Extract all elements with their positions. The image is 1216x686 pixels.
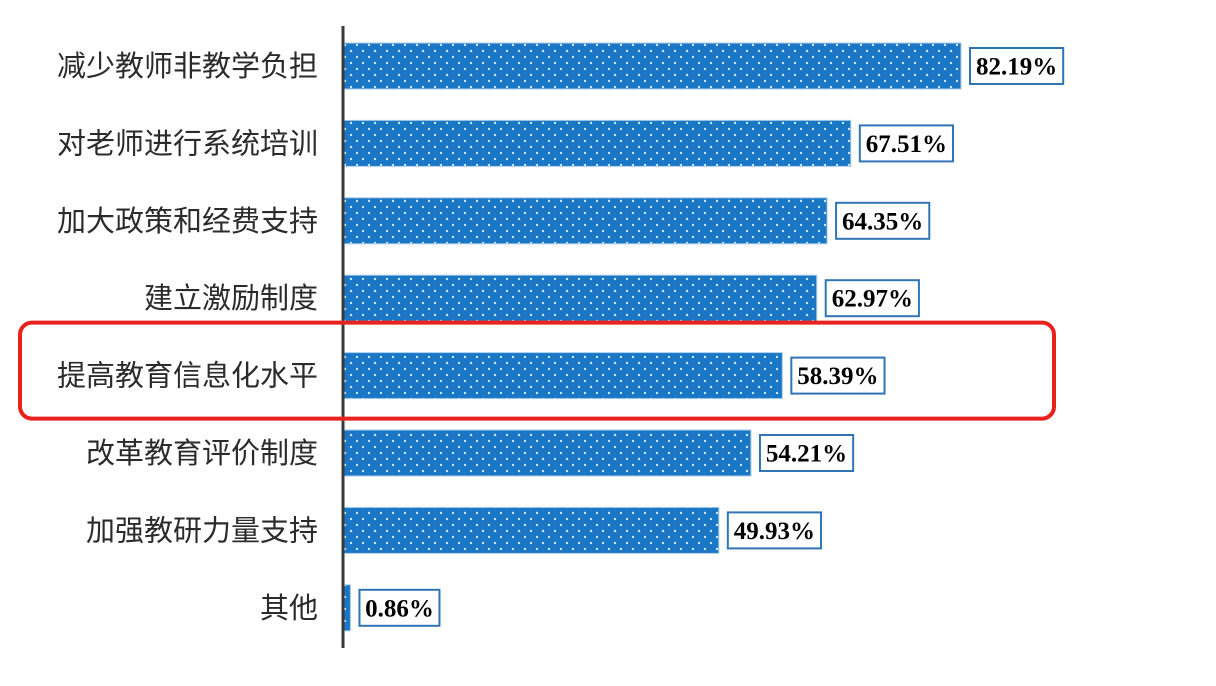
highlight-box — [18, 320, 1056, 421]
value-label: 82.19% — [976, 54, 1057, 81]
bars-layer: 减少教师非教学负担 82.19% 对老师进行系统培训 67.51% 加大政策和经费支持 6… — [57, 42, 1065, 632]
bar-row: 建立激励制度 62.97% — [144, 274, 920, 322]
bar-row: 提高教育信息化水平 58.39% — [57, 352, 886, 400]
value-label-box — [824, 279, 920, 318]
bar — [343, 429, 752, 477]
value-label-box — [858, 124, 954, 163]
bar-row: 减少教师非教学负担 82.19% — [57, 42, 1065, 90]
value-label: 58.39% — [797, 363, 878, 390]
bar — [343, 584, 351, 632]
bar — [343, 42, 962, 90]
bar — [343, 352, 783, 400]
value-label-box — [358, 588, 441, 627]
category-label: 加强教研力量支持 — [86, 513, 318, 547]
value-label-box — [726, 511, 823, 550]
category-label: 建立激励制度 — [144, 281, 318, 315]
value-label: 62.97% — [832, 286, 913, 313]
category-label: 减少教师非教学负担 — [57, 49, 318, 83]
value-label: 0.86% — [365, 595, 434, 622]
category-label: 对老师进行系统培训 — [57, 126, 318, 160]
bar — [343, 274, 818, 322]
bar — [343, 197, 828, 245]
bar-row: 对老师进行系统培训 67.51% — [57, 119, 954, 167]
value-label-box — [835, 201, 931, 240]
bar-row: 加强教研力量支持 49.93% — [86, 506, 823, 554]
category-label: 提高教育信息化水平 — [57, 359, 318, 393]
value-label-box — [790, 356, 886, 395]
category-label: 改革教育评价制度 — [86, 436, 318, 470]
bar — [343, 119, 852, 167]
bar-row: 加大政策和经费支持 64.35% — [57, 197, 931, 245]
bar-row: 改革教育评价制度 54.21% — [86, 429, 855, 477]
category-label: 加大政策和经费支持 — [57, 204, 318, 238]
value-label-box — [758, 434, 855, 472]
bar-row: 其他 0.86% — [260, 584, 441, 632]
category-label: 其他 — [260, 591, 318, 625]
value-label-box — [969, 47, 1065, 85]
value-label: 64.35% — [842, 208, 923, 235]
bar — [343, 506, 720, 554]
value-label: 67.51% — [866, 131, 947, 158]
value-label: 54.21% — [766, 441, 847, 468]
value-label: 49.93% — [734, 518, 815, 545]
